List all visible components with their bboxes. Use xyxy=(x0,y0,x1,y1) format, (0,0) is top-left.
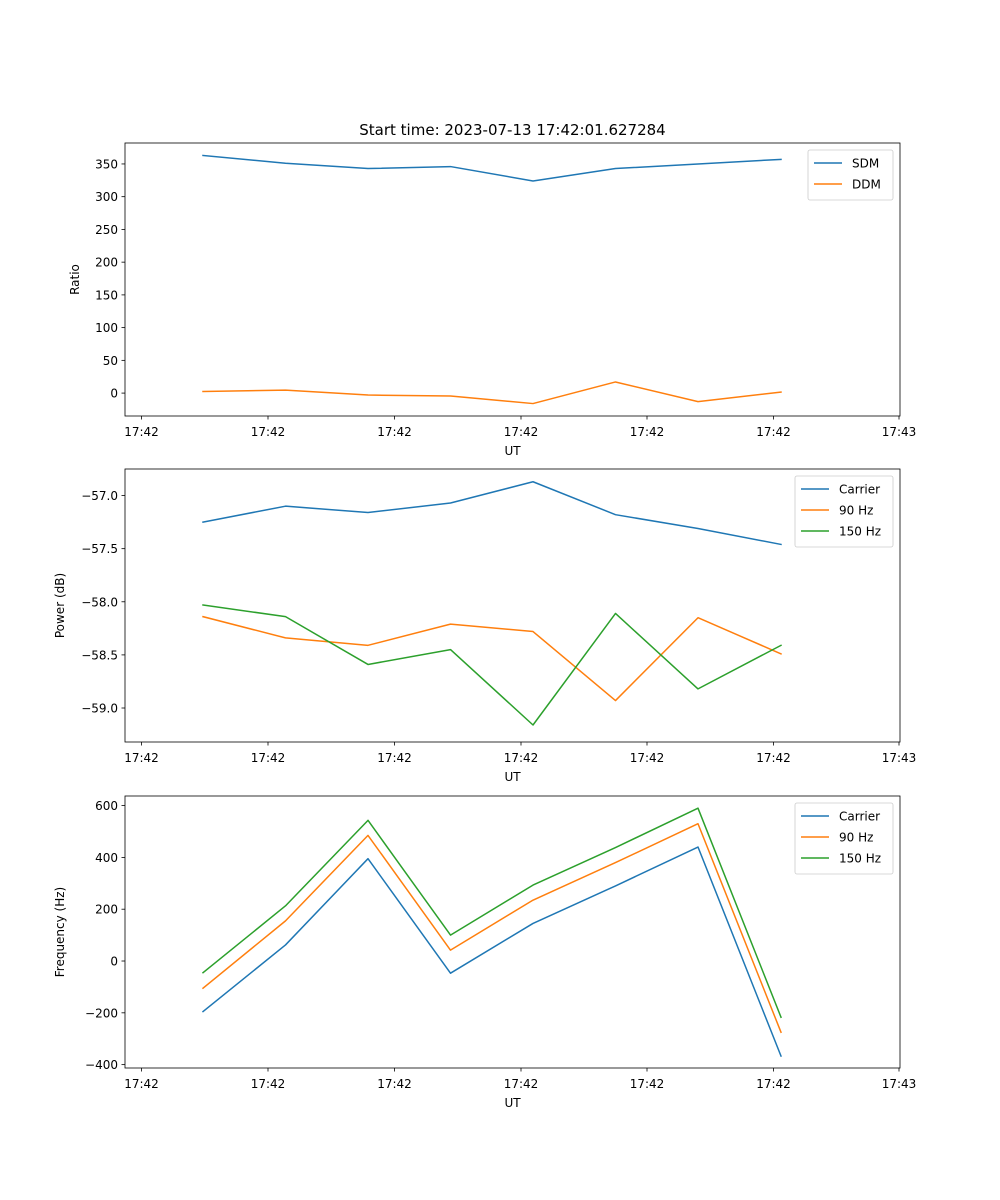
y-tick-label: −57.0 xyxy=(81,489,118,503)
legend-label: DDM xyxy=(852,178,881,192)
legend-box xyxy=(794,802,894,875)
x-tick-label: 17:42 xyxy=(756,425,791,439)
y-tick-label: 50 xyxy=(103,354,118,368)
y-tick-label: −400 xyxy=(85,1058,118,1072)
legend-label: 90 Hz xyxy=(839,504,873,518)
x-tick-label: 17:43 xyxy=(882,425,917,439)
legend: Carrier 90 Hz 150 Hz xyxy=(794,802,894,875)
legend-box xyxy=(794,475,894,548)
y-tick-label: 400 xyxy=(95,851,118,865)
y-tick-label: 0 xyxy=(110,955,118,969)
axes-frame xyxy=(124,142,901,417)
x-tick-label: 17:42 xyxy=(124,1077,159,1091)
y-tick-label: 300 xyxy=(95,190,118,204)
x-tick-label: 17:42 xyxy=(630,1077,665,1091)
x-tick-label: 17:42 xyxy=(504,1077,539,1091)
x-tick-label: 17:42 xyxy=(504,751,539,765)
y-tick-label: 0 xyxy=(110,387,118,401)
y-tick-label: 600 xyxy=(95,799,118,813)
series-line-ddm xyxy=(202,381,782,405)
x-tick-label: 17:42 xyxy=(251,425,286,439)
x-tick-label: 17:42 xyxy=(124,425,159,439)
series-line-150-hz xyxy=(201,807,782,1019)
x-tick-label: 17:42 xyxy=(377,425,412,439)
series-line-carrier xyxy=(202,481,782,546)
legend-label: Carrier xyxy=(839,483,880,497)
x-axis-label: UT xyxy=(504,444,521,458)
legend-label: 90 Hz xyxy=(839,831,873,845)
x-tick-label: 17:42 xyxy=(630,751,665,765)
legend-label: 150 Hz xyxy=(839,525,881,539)
chart-title: Start time: 2023-07-13 17:42:01.627284 xyxy=(359,121,665,139)
y-tick-label: −59.0 xyxy=(81,702,118,716)
legend-label: SDM xyxy=(852,157,879,171)
x-axis-label: UT xyxy=(504,770,521,784)
x-tick-label: 17:42 xyxy=(251,1077,286,1091)
axes-frame xyxy=(124,468,901,743)
series-line-90-hz xyxy=(202,615,782,702)
legend: Carrier 90 Hz 150 Hz xyxy=(794,475,894,548)
x-tick-label: 17:42 xyxy=(377,1077,412,1091)
y-tick-label: −58.0 xyxy=(81,595,118,609)
y-tick-label: 100 xyxy=(95,321,118,335)
legend-label: Carrier xyxy=(839,810,880,824)
y-tick-label: −58.5 xyxy=(81,648,118,662)
x-tick-label: 17:42 xyxy=(124,751,159,765)
x-axis-label: UT xyxy=(504,1096,521,1110)
x-tick-label: 17:42 xyxy=(251,751,286,765)
legend: SDM DDM xyxy=(807,149,894,201)
series-line-150-hz xyxy=(202,604,783,726)
axes-frame xyxy=(124,795,901,1069)
subplot-2: 17:42 17:42 17:42 17:42 17:42 17:42 17:43 −59.0… xyxy=(53,468,917,784)
y-tick-label: 250 xyxy=(95,223,118,237)
x-tick-label: 17:42 xyxy=(377,751,412,765)
subplot-1: Start time: 2023-07-13 17:42:01.627284 17… xyxy=(68,121,916,458)
y-tick-label: 150 xyxy=(95,288,118,302)
y-tick-label: −57.5 xyxy=(81,542,118,556)
series-line-sdm xyxy=(202,154,782,182)
y-axis-label: Power (dB) xyxy=(53,573,67,638)
y-tick-label: 200 xyxy=(95,256,118,270)
series-line-carrier xyxy=(201,846,782,1058)
x-tick-label: 17:42 xyxy=(504,425,539,439)
x-tick-label: 17:42 xyxy=(756,751,791,765)
y-tick-label: −200 xyxy=(85,1006,118,1020)
y-axis-label: Ratio xyxy=(68,264,82,295)
x-tick-label: 17:43 xyxy=(882,751,917,765)
series-line-90-hz xyxy=(201,822,782,1034)
y-tick-label: 200 xyxy=(95,903,118,917)
x-tick-label: 17:42 xyxy=(630,425,665,439)
x-tick-label: 17:43 xyxy=(882,1077,917,1091)
y-axis-label: Frequency (Hz) xyxy=(53,887,67,978)
legend-box xyxy=(807,149,894,201)
subplot-3: 17:42 17:42 17:42 17:42 17:42 17:42 17:43 −400 −… xyxy=(53,795,917,1110)
x-tick-label: 17:42 xyxy=(756,1077,791,1091)
y-tick-label: 350 xyxy=(95,157,118,171)
legend-label: 150 Hz xyxy=(839,852,881,866)
